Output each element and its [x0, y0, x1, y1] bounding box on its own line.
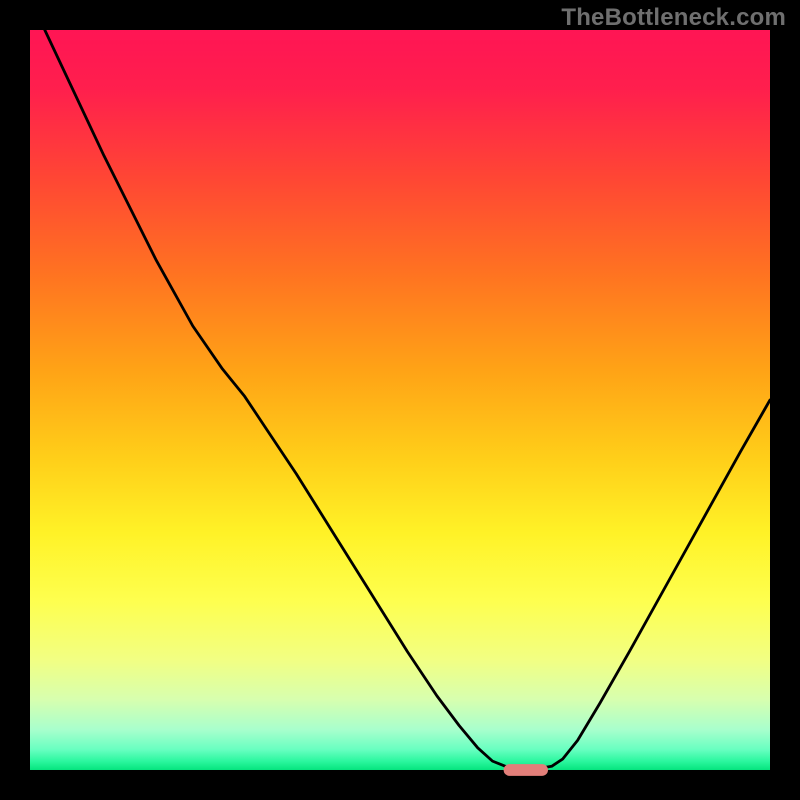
watermark-text: TheBottleneck.com	[561, 4, 786, 32]
plot-background-gradient	[30, 30, 770, 770]
chart-svg	[0, 0, 800, 800]
chart-frame: TheBottleneck.com	[0, 0, 800, 800]
valley-marker	[504, 764, 548, 776]
